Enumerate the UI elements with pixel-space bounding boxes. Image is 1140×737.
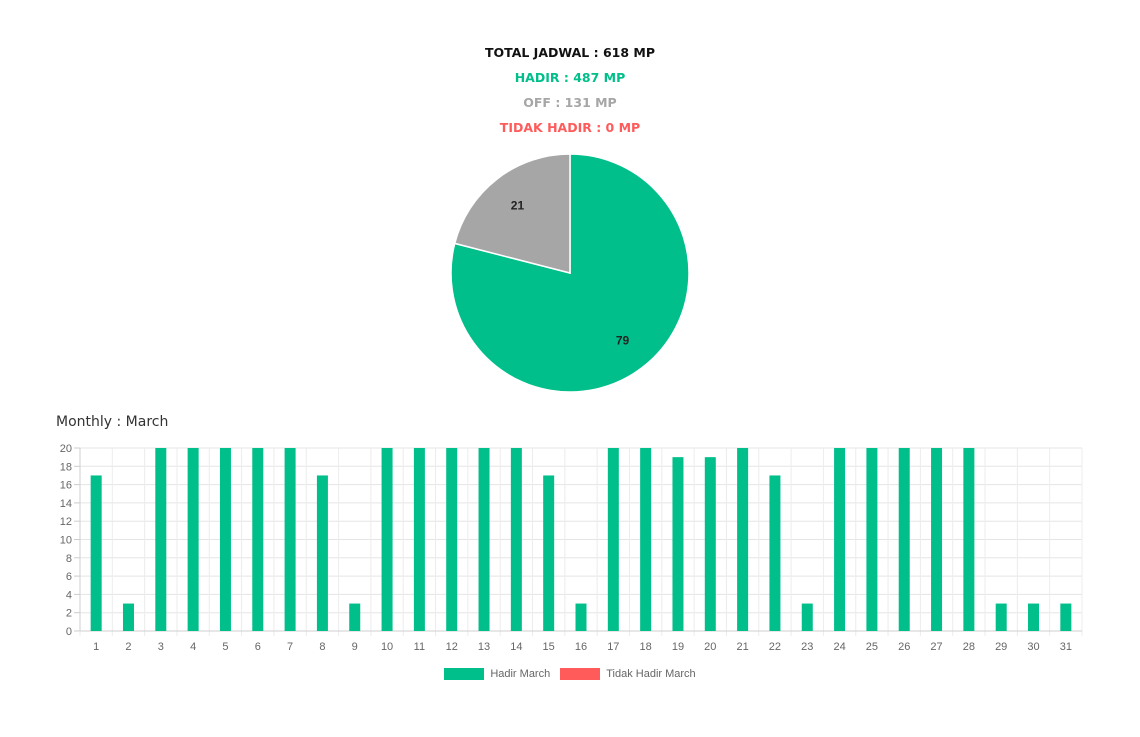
bar-hadir-18[interactable] [640, 448, 652, 631]
pie-chart: 79 21 [440, 143, 700, 403]
bar-hadir-3[interactable] [155, 448, 167, 631]
x-tick-label: 8 [319, 641, 325, 653]
bar-chart-title: Monthly : March [56, 414, 169, 430]
hadir-text: HADIR : 487 MP [514, 70, 626, 85]
x-tick-label: 25 [866, 641, 878, 653]
off-text: OFF : 131 MP [523, 95, 617, 110]
x-tick-label: 3 [158, 641, 164, 653]
bar-hadir-10[interactable] [381, 448, 393, 631]
x-tick-label: 22 [769, 641, 781, 653]
x-tick-label: 12 [446, 641, 458, 653]
bar-hadir-25[interactable] [866, 448, 878, 631]
x-tick-label: 14 [510, 641, 522, 653]
bar-hadir-14[interactable] [510, 448, 522, 631]
x-tick-label: 10 [381, 641, 393, 653]
x-tick-label: 17 [607, 641, 619, 653]
total-jadwal-text: TOTAL JADWAL : 618 MP [484, 45, 655, 60]
bar-hadir-4[interactable] [187, 448, 199, 631]
y-tick-label: 0 [66, 626, 72, 638]
legend-item-hadir[interactable]: Hadir March [444, 668, 550, 680]
y-tick-label: 2 [66, 608, 72, 620]
x-tick-label: 15 [543, 641, 555, 653]
bar-legend: Hadir March Tidak Hadir March [0, 668, 1140, 680]
y-tick-label: 4 [66, 589, 72, 601]
x-tick-label: 28 [963, 641, 975, 653]
x-tick-label: 31 [1060, 641, 1072, 653]
pie-label-21: 21 [511, 198, 525, 212]
x-tick-label: 16 [575, 641, 587, 653]
bar-hadir-23[interactable] [801, 603, 813, 631]
x-tick-label: 19 [672, 641, 684, 653]
bar-hadir-29[interactable] [995, 603, 1007, 631]
bar-hadir-26[interactable] [898, 448, 910, 631]
x-tick-label: 23 [801, 641, 813, 653]
bar-hadir-11[interactable] [413, 448, 425, 631]
x-tick-label: 11 [414, 641, 425, 653]
pie-chart-svg: 79 21 [450, 153, 690, 393]
y-tick-label: 10 [60, 535, 72, 547]
x-tick-label: 9 [352, 641, 358, 653]
bar-hadir-13[interactable] [478, 448, 490, 631]
summary-block: TOTAL JADWAL : 618 MP HADIR : 487 MP OFF… [0, 40, 1140, 140]
legend-label-hadir: Hadir March [490, 668, 551, 680]
x-tick-label: 30 [1027, 641, 1039, 653]
pie-label-79: 79 [616, 334, 630, 348]
bar-hadir-20[interactable] [704, 457, 716, 631]
bar-hadir-17[interactable] [607, 448, 619, 631]
x-tick-label: 7 [287, 641, 293, 653]
x-tick-label: 6 [255, 641, 261, 653]
bar-hadir-8[interactable] [316, 475, 328, 631]
x-tick-label: 18 [640, 641, 652, 653]
y-tick-label: 20 [60, 443, 72, 455]
bar-chart: 0 2 4 6 8 10 12 14 16 18 20 1 2 3 4 5 6 7 8 9 10 11 12 13 14 15 16… [50, 438, 1090, 663]
bar-hadir-1[interactable] [90, 475, 102, 631]
bar-hadir-28[interactable] [963, 448, 975, 631]
bar-hadir-9[interactable] [349, 603, 361, 631]
x-tick-label: 21 [736, 641, 748, 653]
y-tick-label: 14 [60, 498, 72, 510]
bar-hadir-5[interactable] [219, 448, 231, 631]
legend-swatch-tidak-hadir [560, 668, 601, 680]
x-tick-label: 26 [898, 641, 910, 653]
legend-swatch-hadir [444, 668, 485, 680]
bar-hadir-7[interactable] [284, 448, 296, 631]
y-tick-label: 8 [66, 553, 72, 565]
bar-hadir-21[interactable] [737, 448, 749, 631]
bar-hadir-2[interactable] [122, 603, 134, 631]
bar-hadir-31[interactable] [1060, 603, 1072, 631]
bar-hadir-22[interactable] [769, 475, 781, 631]
bar-hadir-24[interactable] [834, 448, 846, 631]
y-tick-label: 12 [60, 516, 72, 528]
y-tick-label: 6 [66, 571, 72, 583]
pie-slice-21[interactable] [453, 153, 571, 274]
x-tick-label: 29 [995, 641, 1007, 653]
x-tick-label: 5 [222, 641, 228, 653]
bar-hadir-16[interactable] [575, 603, 587, 631]
x-tick-label: 4 [190, 641, 196, 653]
bar-hadir-30[interactable] [1028, 603, 1040, 631]
x-tick-label: 2 [125, 641, 131, 653]
tidak-hadir-text: TIDAK HADIR : 0 MP [499, 120, 641, 135]
bar-hadir-27[interactable] [931, 448, 943, 631]
y-tick-label: 18 [60, 461, 72, 473]
bar-hadir-15[interactable] [543, 475, 555, 631]
x-tick-label: 27 [930, 641, 942, 653]
legend-label-tidak-hadir: Tidak Hadir March [606, 668, 696, 680]
x-tick-label: 13 [478, 641, 490, 653]
bar-hadir-6[interactable] [252, 448, 264, 631]
legend-item-tidak-hadir[interactable]: Tidak Hadir March [560, 668, 696, 680]
y-tick-label: 16 [60, 480, 72, 492]
bar-hadir-12[interactable] [446, 448, 458, 631]
bar-hadir-19[interactable] [672, 457, 684, 631]
x-tick-label: 20 [704, 641, 716, 653]
x-tick-label: 1 [93, 641, 99, 653]
x-tick-label: 24 [833, 641, 845, 653]
